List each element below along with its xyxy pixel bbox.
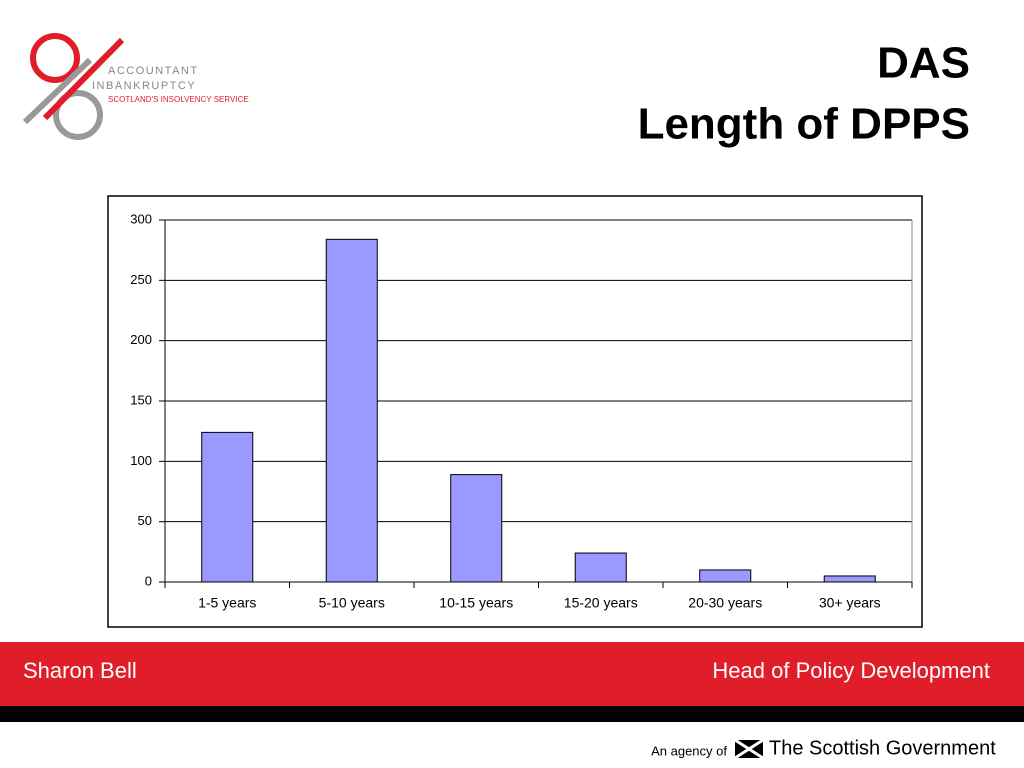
logo-stroke — [42, 37, 125, 121]
y-tick-label: 250 — [130, 272, 152, 287]
footer-stripe — [0, 706, 1024, 722]
x-tick-label: 1-5 years — [198, 595, 256, 611]
agency-text: An agency of — [651, 743, 727, 758]
y-tick-label: 150 — [130, 392, 152, 407]
x-tick-label: 30+ years — [819, 595, 881, 611]
logo: ACCOUNTANT INBANKRUPTCY SCOTLAND'S INSOL… — [22, 33, 249, 140]
logo-stroke — [22, 57, 93, 125]
logo-circle — [30, 33, 80, 83]
flag-cross — [734, 738, 764, 760]
saltire — [734, 738, 764, 760]
bar — [325, 238, 378, 583]
logo-text: INBANKRUPTCY — [92, 80, 196, 92]
y-tick-label: 0 — [145, 573, 152, 588]
y-tick-label: 200 — [130, 332, 152, 347]
bar — [823, 575, 876, 583]
x-tick-label: 5-10 years — [319, 595, 385, 611]
x-tick-label: 20-30 years — [688, 595, 762, 611]
footer-name: Sharon Bell — [23, 658, 137, 683]
chart: 0 50 100 150 200 250 300 1-5 years 5-10 years 10-… — [130, 211, 913, 611]
slide-title: DAS — [877, 39, 970, 88]
footer-bar — [0, 642, 1024, 706]
x-tick-label: 10-15 years — [439, 595, 513, 611]
bar — [699, 569, 752, 583]
footer-role: Head of Policy Development — [712, 658, 990, 683]
government-text: The Scottish Government — [769, 737, 996, 759]
logo-text: ACCOUNTANT — [108, 65, 199, 77]
x-tick-label: 15-20 years — [564, 595, 638, 611]
logo-text: SCOTLAND'S INSOLVENCY SERVICE — [108, 95, 249, 104]
bar — [574, 552, 627, 583]
y-tick-label: 50 — [138, 513, 152, 528]
slide-subtitle: Length of DPPS — [638, 100, 970, 149]
bar — [201, 431, 254, 583]
y-tick-label: 100 — [130, 453, 152, 468]
bar — [450, 474, 503, 583]
logo-circle — [53, 90, 103, 140]
y-tick-label: 300 — [130, 211, 152, 226]
